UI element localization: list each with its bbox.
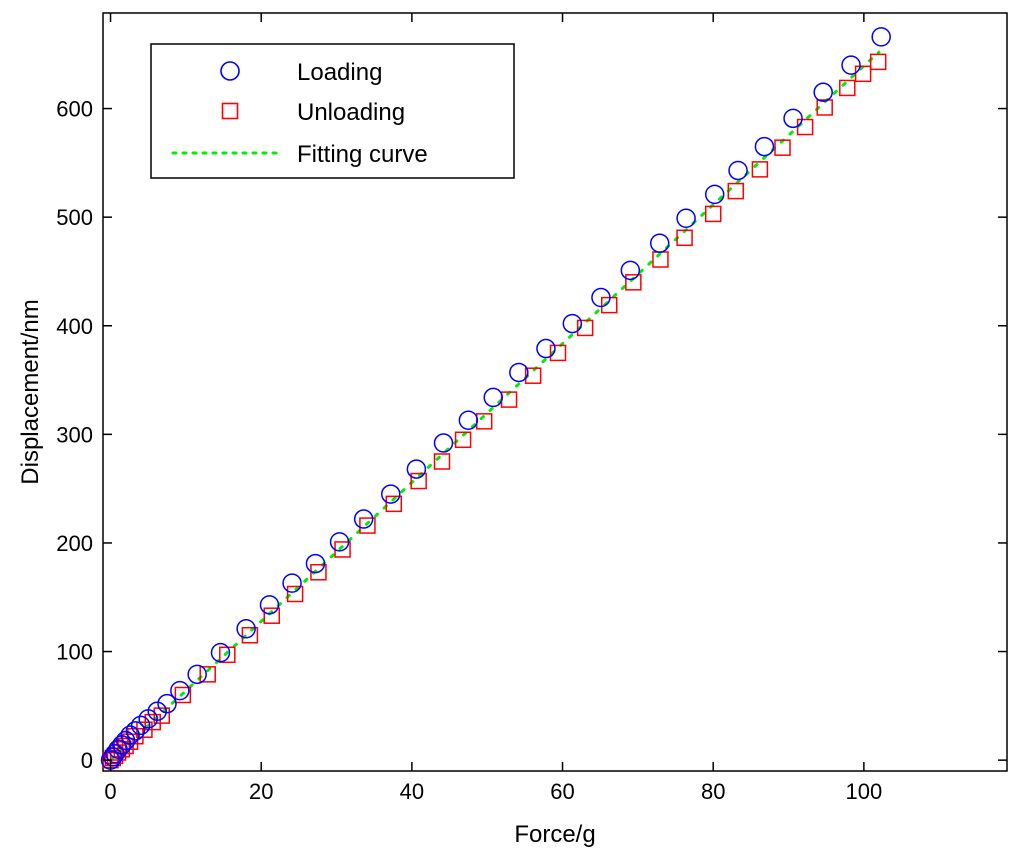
- loading-point: [157, 693, 177, 714]
- unloading-point: [549, 344, 567, 362]
- loading-point: [676, 208, 696, 228]
- unloading-point: [816, 99, 833, 116]
- x-tick-label: 60: [550, 779, 574, 804]
- loading-point: [783, 108, 803, 129]
- loading-point: [704, 184, 725, 205]
- loading-point: [125, 721, 146, 741]
- x-tick-label: 40: [400, 779, 424, 804]
- loading-point: [210, 642, 231, 663]
- unloading-point: [839, 79, 856, 97]
- unloading-point: [796, 118, 814, 136]
- x-tick-label: 20: [249, 779, 273, 804]
- loading-point: [620, 260, 641, 281]
- unloading-point: [286, 585, 304, 603]
- loading-point: [329, 532, 350, 552]
- unloading-point: [144, 713, 161, 731]
- legend-marker-loading: [220, 61, 240, 81]
- loading-point: [305, 553, 326, 574]
- loading-point: [406, 459, 427, 479]
- legend: Loading Unloading Fitting curve: [150, 43, 515, 179]
- loading-point: [483, 387, 503, 408]
- loading-point: [728, 160, 748, 181]
- loading-point: [187, 664, 207, 685]
- loading-point: [562, 313, 583, 334]
- x-tick-label: 100: [846, 779, 883, 804]
- unloading-point: [241, 627, 259, 644]
- unloading-point: [263, 607, 280, 624]
- loading-point: [282, 573, 302, 593]
- unloading-point: [153, 707, 171, 724]
- loading-point: [536, 338, 556, 359]
- unloading-point: [727, 182, 745, 200]
- unloading-point: [433, 453, 451, 470]
- legend-label-unloading: Unloading: [297, 99, 405, 126]
- legend-marker-unloading: [221, 102, 239, 120]
- y-axis-ticks: 0 100 200 300 400 500 600: [56, 97, 1007, 773]
- x-tick-label: 0: [104, 779, 116, 804]
- loading-point: [147, 701, 167, 722]
- unloading-point: [704, 205, 722, 223]
- legend-box: [150, 43, 515, 179]
- plot-area: [100, 12, 1008, 772]
- unloading-point: [524, 367, 542, 384]
- y-tick-label: 0: [81, 748, 93, 773]
- y-axis-label: Displacement/nm: [17, 299, 44, 484]
- loading-point: [591, 287, 611, 308]
- loading-point: [236, 618, 256, 639]
- loading-point: [509, 362, 529, 383]
- x-tick-label: 80: [701, 779, 725, 804]
- loading-point: [120, 725, 140, 745]
- unloading-point: [199, 666, 216, 683]
- loading-point: [871, 27, 891, 47]
- loading-point: [433, 433, 454, 453]
- unloading-point: [676, 229, 693, 247]
- unloading-point: [219, 646, 236, 664]
- unloading-point: [854, 65, 872, 83]
- unloading-point: [774, 139, 791, 156]
- unloading-point: [385, 495, 403, 513]
- loading-point: [381, 484, 401, 504]
- unloading-point: [576, 319, 594, 337]
- legend-label-loading: Loading: [297, 59, 382, 86]
- loading-point: [813, 82, 833, 103]
- unloading-point: [174, 686, 192, 704]
- loading-point: [170, 680, 190, 701]
- plot-frame: [102, 12, 1008, 772]
- loading-point: [649, 233, 670, 253]
- y-tick-label: 400: [56, 314, 93, 339]
- loading-point: [259, 595, 280, 615]
- unloading-point: [869, 53, 887, 71]
- y-tick-label: 600: [56, 97, 93, 122]
- marker-layer: [100, 27, 891, 770]
- x-axis-label: Force/g: [514, 821, 595, 848]
- legend-label-fitting-curve: Fitting curve: [297, 141, 428, 168]
- loading-point: [841, 55, 861, 75]
- loading-point: [754, 136, 775, 157]
- loading-point: [353, 509, 374, 529]
- y-tick-label: 300: [56, 422, 93, 447]
- y-tick-label: 100: [56, 640, 93, 665]
- x-axis-ticks: 0 20 40 60 80 100: [104, 13, 882, 804]
- unloading-point: [625, 274, 642, 291]
- unloading-point: [310, 564, 327, 581]
- loading-point: [130, 715, 151, 736]
- loading-point: [115, 730, 136, 751]
- y-tick-label: 200: [56, 531, 93, 556]
- unloading-point: [751, 161, 769, 178]
- unloading-point: [454, 431, 472, 449]
- y-tick-label: 500: [56, 205, 93, 230]
- unloading-point: [410, 472, 427, 490]
- unloading-point: [359, 517, 376, 534]
- loading-point: [458, 410, 479, 430]
